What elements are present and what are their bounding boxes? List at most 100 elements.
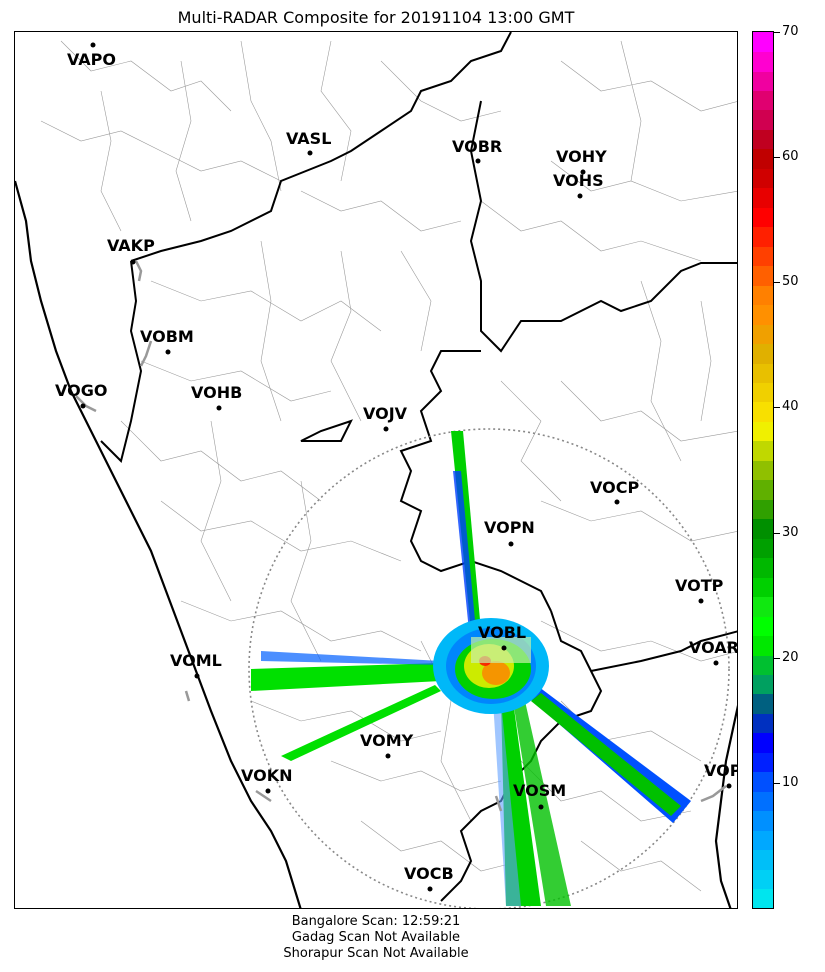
colorbar-segment xyxy=(753,343,773,364)
station-voar: VOAR xyxy=(689,638,738,666)
colorbar-segment xyxy=(753,771,773,792)
station-label: VOAR xyxy=(689,638,738,657)
station-label: VOBR xyxy=(452,137,502,156)
colorbar-tick-label: 10 xyxy=(782,774,799,790)
colorbar-tick-mark xyxy=(774,657,780,659)
colorbar-tick-label: 70 xyxy=(782,24,799,39)
colorbar-segment xyxy=(753,90,773,111)
stations-layer: VAPO VASL VOBR VOHY VOHS VAKP VOBM VOGO VOHB VOJV… xyxy=(55,42,738,892)
colorbar-tick-mark xyxy=(774,782,780,784)
station-vobl: VOBL xyxy=(478,623,526,651)
station-marker xyxy=(698,598,704,604)
colorbar-segment xyxy=(753,869,773,890)
station-vasl: VASL xyxy=(286,129,331,156)
district-boundaries xyxy=(40,40,737,892)
station-vakp: VAKP xyxy=(107,236,155,265)
colorbar-segment xyxy=(753,226,773,247)
station-vohy: VOHY xyxy=(556,147,607,175)
colorbar-segment xyxy=(753,577,773,598)
colorbar-segment xyxy=(753,791,773,812)
colorbar-segment xyxy=(753,207,773,228)
colorbar-segment xyxy=(753,693,773,714)
station-marker xyxy=(508,541,514,547)
colorbar-segment xyxy=(753,499,773,520)
footer-line-2: Gadag Scan Not Available xyxy=(291,930,461,945)
radar-range-ring xyxy=(248,428,730,908)
colorbar-segment xyxy=(753,713,773,734)
station-marker xyxy=(580,169,586,175)
colorbar-tick-mark xyxy=(774,157,780,159)
station-label: VOML xyxy=(170,651,222,670)
colorbar-segment xyxy=(753,440,773,461)
station-label: VOBM xyxy=(140,327,194,346)
colorbar-segment xyxy=(753,460,773,481)
colorbar-segment xyxy=(753,674,773,695)
station-label: VOTP xyxy=(675,576,724,595)
colorbar-segment xyxy=(753,324,773,345)
station-vogo: VOGO xyxy=(55,381,107,409)
river-lines xyxy=(75,260,727,812)
station-label: VOMY xyxy=(360,731,414,750)
station-marker xyxy=(216,405,222,411)
colorbar xyxy=(752,31,774,909)
station-marker xyxy=(726,783,732,789)
colorbar-tick-label: 50 xyxy=(782,274,799,290)
station-label: VOPN xyxy=(484,518,535,537)
colorbar-segment xyxy=(753,129,773,150)
colorbar-segment xyxy=(753,265,773,286)
state-boundaries xyxy=(100,32,737,902)
colorbar-segment xyxy=(753,752,773,773)
station-marker xyxy=(538,804,544,810)
scan-status-footer: Bangalore Scan: 12:59:21 Gadag Scan Not … xyxy=(14,914,738,962)
station-vosm: VOSM xyxy=(513,781,566,810)
colorbar-segment xyxy=(753,382,773,403)
station-vobr: VOBR xyxy=(452,137,502,164)
colorbar-segment xyxy=(753,362,773,383)
station-label: VOJV xyxy=(363,404,408,423)
colorbar-segment xyxy=(753,51,773,72)
station-marker xyxy=(165,349,171,355)
map-canvas: VAPO VASL VOBR VOHY VOHS VAKP VOBM VOGO VOHB VOJV… xyxy=(15,32,738,908)
colorbar-segment xyxy=(753,32,773,53)
station-marker xyxy=(130,259,136,265)
station-vopc: VOPC xyxy=(704,761,738,789)
colorbar-segment xyxy=(753,479,773,500)
colorbar-segment xyxy=(753,304,773,325)
station-marker xyxy=(383,426,389,432)
station-vohb: VOHB xyxy=(191,383,242,411)
colorbar-tick-mark xyxy=(774,282,780,284)
station-label: VASL xyxy=(286,129,331,148)
station-marker xyxy=(385,753,391,759)
station-vobm: VOBM xyxy=(140,327,194,355)
colorbar-segment xyxy=(753,616,773,637)
colorbar-segment xyxy=(753,557,773,578)
station-label: VOKN xyxy=(241,766,293,785)
colorbar-segment xyxy=(753,246,773,267)
station-marker xyxy=(614,499,620,505)
station-label: VOCP xyxy=(590,478,639,497)
station-marker xyxy=(475,158,481,164)
colorbar-segment xyxy=(753,830,773,851)
colorbar-tick-label: 60 xyxy=(782,149,799,165)
colorbar-tick-label: 40 xyxy=(782,399,799,415)
station-label: VOHB xyxy=(191,383,242,402)
station-vohs: VOHS xyxy=(553,171,604,199)
station-vapo: VAPO xyxy=(67,42,116,69)
colorbar-segment xyxy=(753,596,773,617)
station-label: VAKP xyxy=(107,236,155,255)
colorbar-segment xyxy=(753,421,773,442)
station-label: VOPC xyxy=(704,761,738,780)
station-label: VOBL xyxy=(478,623,526,642)
map-title: Multi-RADAR Composite for 20191104 13:00… xyxy=(177,8,575,27)
station-marker xyxy=(265,788,271,794)
station-votp: VOTP xyxy=(675,576,724,604)
station-label: VAPO xyxy=(67,50,116,69)
west-coastline xyxy=(15,180,302,908)
station-vokn: VOKN xyxy=(241,766,293,794)
colorbar-segment xyxy=(753,888,773,908)
station-label: VOHY xyxy=(556,147,607,166)
colorbar-segment xyxy=(753,538,773,559)
colorbar-tick-label: 20 xyxy=(782,649,799,665)
station-marker xyxy=(501,645,507,651)
station-vocb: VOCB xyxy=(404,864,454,892)
